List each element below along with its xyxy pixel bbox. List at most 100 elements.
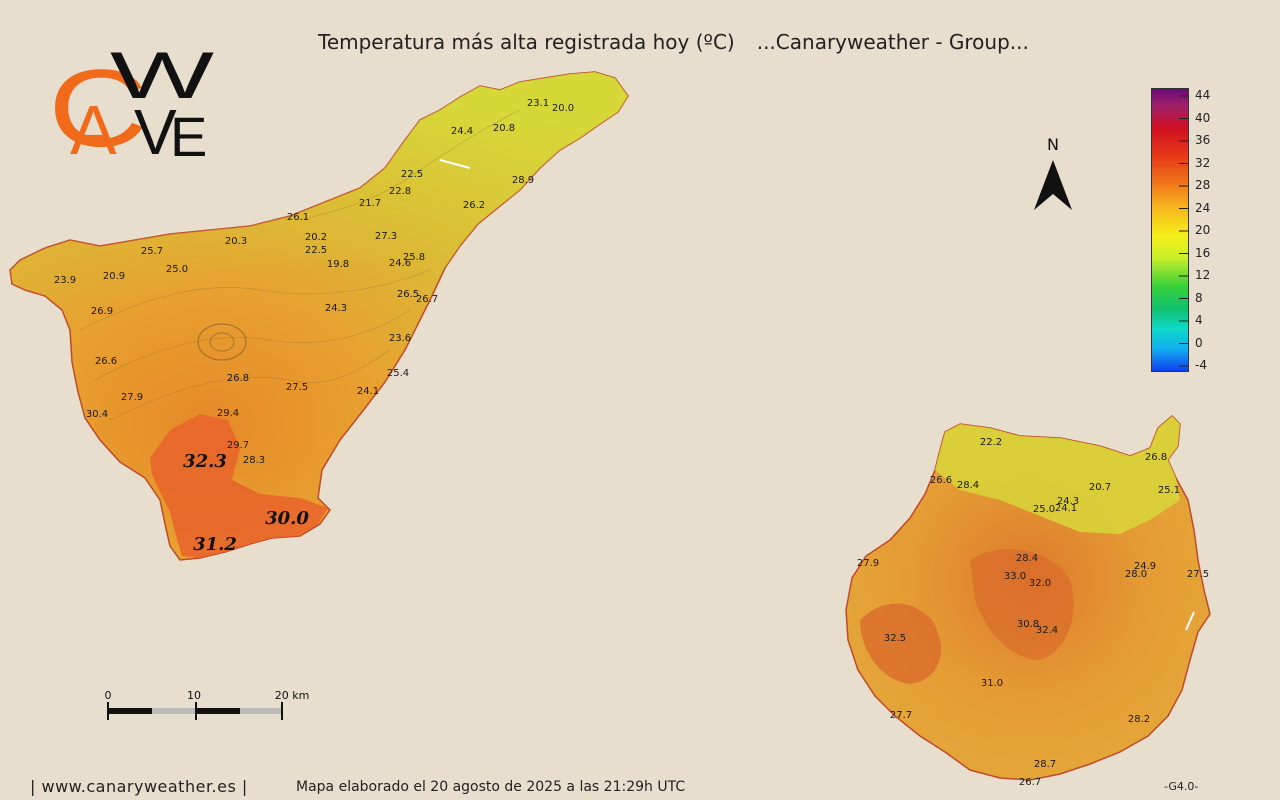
title-main: Temperatura más alta registrada hoy (ºC) bbox=[318, 30, 735, 54]
legend-tick-label: 20 bbox=[1195, 223, 1211, 237]
tenerife-station-temp: 25.4 bbox=[387, 368, 409, 379]
gran-canaria-station-temp: 27.5 bbox=[1187, 569, 1209, 580]
legend-tick-label: 44 bbox=[1195, 88, 1211, 102]
scale-bar: 0 10 20 km bbox=[105, 689, 310, 720]
scale-label-0: 0 bbox=[105, 689, 112, 702]
tenerife-station-temp: 20.3 bbox=[225, 236, 247, 247]
logo-letter-w: W bbox=[110, 42, 215, 112]
gran-canaria-station-temp: 27.9 bbox=[857, 558, 879, 569]
gran-canaria-station-temp: 28.4 bbox=[1016, 553, 1038, 564]
gran-canaria-station-temp: 24.3 bbox=[1057, 496, 1079, 507]
gran-canaria-station-temp: 28.7 bbox=[1034, 759, 1056, 770]
gran-canaria-station-temp: 25.0 bbox=[1033, 504, 1055, 515]
tenerife-station-temp: 24.4 bbox=[451, 126, 473, 137]
tenerife-runway bbox=[439, 159, 471, 169]
gran-canaria-station-temp: 24.1 bbox=[1055, 503, 1077, 514]
tenerife-station-temp: 20.8 bbox=[493, 123, 515, 134]
gran-canaria-station-temp: 32.5 bbox=[884, 633, 906, 644]
tenerife-station-temp: 22.8 bbox=[389, 186, 411, 197]
tenerife-station-temp: 26.7 bbox=[416, 294, 438, 305]
legend-tick-label: 40 bbox=[1195, 110, 1211, 125]
tenerife-station-temp: 25.0 bbox=[166, 264, 188, 275]
tenerife-station-temp: 28.3 bbox=[243, 455, 265, 466]
gran-canaria-station-temp: 27.7 bbox=[890, 710, 912, 721]
gran-canaria-station-temp: 26.6 bbox=[930, 475, 952, 486]
tenerife-station-temp: 29.4 bbox=[217, 408, 239, 419]
title-source: ...Canaryweather - Group... bbox=[756, 30, 1029, 54]
tenerife-station-temp: 27.9 bbox=[121, 392, 143, 403]
tenerife-station-temp: 22.5 bbox=[305, 245, 327, 256]
map-title: Temperatura más alta registrada hoy (ºC)… bbox=[318, 30, 1029, 54]
tenerife-station-temp: 25.7 bbox=[141, 246, 163, 257]
teide-crater bbox=[197, 323, 247, 361]
legend-tick-lines bbox=[1179, 95, 1189, 367]
gran-canaria-station-temp: 32.4 bbox=[1036, 625, 1058, 636]
tenerife-station-temp: 26.6 bbox=[95, 356, 117, 367]
tenerife-station-temp: 26.2 bbox=[463, 200, 485, 211]
legend-tick-label: 24 bbox=[1195, 200, 1211, 215]
tenerife-station-temp: 22.5 bbox=[401, 169, 423, 180]
logo-letter-e: E bbox=[170, 105, 207, 162]
gran-canaria-cool-zone bbox=[935, 416, 1180, 534]
legend-tick-label: 0 bbox=[1195, 335, 1203, 350]
gran-canaria-station-temp: 22.2 bbox=[980, 437, 1002, 448]
legend-tick-label: 8 bbox=[1195, 290, 1203, 305]
tenerife-hot-zone bbox=[150, 414, 328, 558]
gran-canaria-runway bbox=[1185, 611, 1195, 631]
legend-tick-label: 36 bbox=[1195, 133, 1211, 147]
gran-canaria-station-temp: 33.0 bbox=[1004, 571, 1026, 582]
logo-letter-a: A bbox=[70, 91, 117, 162]
website-link[interactable]: | www.canaryweather.es | bbox=[30, 777, 248, 796]
tenerife-max-temp: 30.0 bbox=[265, 508, 309, 529]
tenerife-station-temp: 20.0 bbox=[552, 103, 574, 114]
tenerife-station-temp: 23.1 bbox=[527, 98, 549, 109]
gran-canaria-station-temp: 28.2 bbox=[1128, 714, 1150, 725]
gran-canaria-station-labels: 22.2 26.8 26.6 28.4 20.7 25.1 24.325.0 24.1 27.9… bbox=[857, 437, 1209, 788]
tenerife-max-temp: 31.2 bbox=[193, 534, 237, 555]
canaryweather-logo: C A W V E bbox=[48, 42, 215, 162]
logo-letter-v: V bbox=[134, 96, 177, 162]
legend-tick-label: 12 bbox=[1195, 268, 1211, 282]
tenerife-station-temp: 24.6 bbox=[389, 258, 411, 269]
tenerife-station-labels: 23.1 20.0 24.4 20.8 22.5 28.9 22.8 21.7 26.2 26.1… bbox=[54, 98, 574, 555]
tenerife-station-temp: 24.3 bbox=[325, 303, 347, 314]
tenerife-station-temp: 19.8 bbox=[327, 259, 349, 270]
legend-tick-label: 32 bbox=[1195, 155, 1211, 170]
tenerife-station-temp: 20.9 bbox=[103, 271, 125, 282]
tenerife-station-temp: 29.7 bbox=[227, 440, 249, 451]
tenerife-station-temp: 26.1 bbox=[287, 212, 309, 223]
scale-label-10: 10 bbox=[187, 689, 201, 702]
tenerife-max-temp: 32.3 bbox=[183, 451, 227, 472]
legend-tick-label: -4 bbox=[1195, 358, 1207, 372]
tenerife-station-temp: 20.2 bbox=[305, 232, 327, 243]
tenerife-station-temp: 26.8 bbox=[227, 373, 249, 384]
legend-tick-label: 28 bbox=[1195, 178, 1211, 192]
legend-color-bar bbox=[1151, 88, 1189, 372]
scale-label-20: 20 km bbox=[275, 689, 310, 702]
tenerife-station-temp: 23.9 bbox=[54, 275, 76, 286]
north-label: N bbox=[1047, 135, 1059, 154]
gran-canaria-station-temp: 28.0 bbox=[1125, 569, 1147, 580]
gran-canaria-station-temp: 20.7 bbox=[1089, 482, 1111, 493]
gran-canaria-hot-zone-west bbox=[860, 603, 941, 684]
tenerife-cool-zone bbox=[10, 72, 628, 330]
gran-canaria-station-temp: 28.4 bbox=[957, 480, 979, 491]
tenerife-station-temp: 26.5 bbox=[397, 289, 419, 300]
tenerife-station-temp: 27.3 bbox=[375, 231, 397, 242]
north-arrow: N bbox=[1034, 135, 1072, 210]
logo-letter-c: C bbox=[48, 47, 148, 162]
gran-canaria-station-temp: 26.7 bbox=[1019, 777, 1041, 788]
gran-canaria-station-temp: 24.9 bbox=[1134, 561, 1156, 572]
gran-canaria-station-temp: 31.0 bbox=[981, 678, 1003, 689]
gran-canaria-station-temp: 32.0 bbox=[1029, 578, 1051, 589]
gran-canaria-station-temp: 30.8 bbox=[1017, 619, 1039, 630]
gran-canaria-hot-zone-center bbox=[970, 549, 1074, 660]
tenerife-station-temp: 27.5 bbox=[286, 382, 308, 393]
tenerife-station-temp: 28.9 bbox=[512, 175, 534, 186]
north-arrow-icon bbox=[1034, 160, 1072, 210]
gran-canaria-station-temp: 26.8 bbox=[1145, 452, 1167, 463]
tenerife-station-temp: 23.6 bbox=[389, 333, 411, 344]
tenerife-station-temp: 26.9 bbox=[91, 306, 113, 317]
